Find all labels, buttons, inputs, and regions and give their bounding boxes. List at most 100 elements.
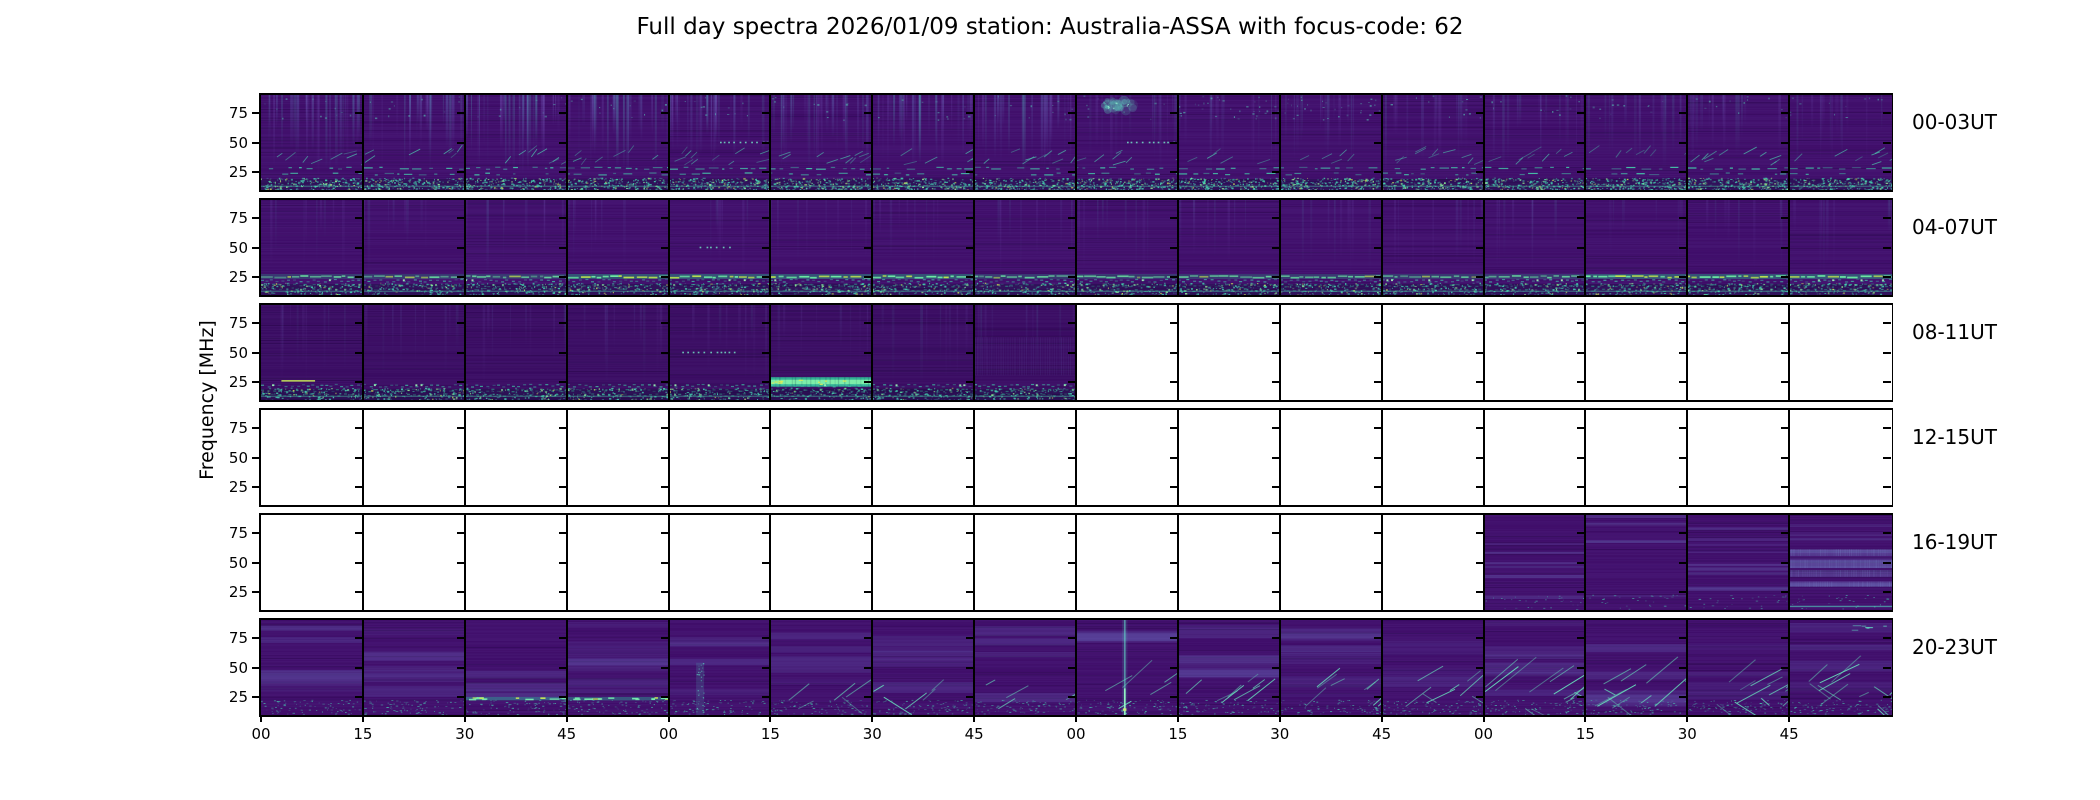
- segment-boundary: [1788, 620, 1791, 715]
- segment-boundary: [973, 410, 976, 505]
- freq-tick-mark: [1679, 171, 1688, 174]
- freq-tick-mark: [1169, 696, 1178, 699]
- segment-boundary: [871, 95, 874, 190]
- freq-tick-mark: [558, 216, 567, 219]
- freq-tick-mark: [1883, 171, 1891, 174]
- x-tick-label: 30: [455, 725, 475, 743]
- spectrogram-canvas: [1585, 95, 1688, 190]
- segment-r4-s9: [1177, 515, 1281, 610]
- x-tick-label: 00: [658, 725, 679, 743]
- freq-tick-mark: [558, 666, 567, 669]
- x-tick-label: 00: [251, 725, 271, 743]
- freq-tick-mark: [456, 561, 465, 564]
- segment-r3-s6: [872, 410, 975, 505]
- segment-boundary: [871, 200, 874, 295]
- freq-tick-mark: [1781, 456, 1790, 459]
- freq-tick-mark: [660, 276, 669, 279]
- freq-tick-mark-outer: [252, 381, 261, 384]
- freq-tick-mark: [558, 171, 567, 174]
- segment-r0-s11: [1381, 95, 1484, 190]
- freq-tick-mark: [966, 171, 975, 174]
- freq-tick-mark-outer: [252, 321, 261, 324]
- freq-tick-mark-outer: [252, 561, 261, 564]
- freq-tick-mark: [660, 171, 669, 174]
- row-time-label: 00-03UT: [1912, 110, 1997, 134]
- segment-r0-s4: [668, 95, 771, 190]
- freq-tick-mark: [1577, 561, 1586, 564]
- segment-r5-s6: [872, 620, 975, 715]
- segment-r2-s13: [1585, 305, 1688, 400]
- freq-tick-mark: [1271, 456, 1280, 459]
- freq-tick-mark: [660, 696, 669, 699]
- row-time-label: 12-15UT: [1912, 425, 1997, 449]
- y-tick-label: 50: [228, 658, 248, 677]
- spectrogram-canvas: [1789, 620, 1892, 715]
- segment-boundary: [463, 620, 466, 715]
- freq-tick-mark: [966, 696, 975, 699]
- spectrogram-canvas: [974, 620, 1077, 715]
- freq-tick-mark: [1679, 636, 1688, 639]
- freq-tick-mark: [660, 486, 669, 489]
- freq-tick-mark-outer: [252, 486, 261, 489]
- freq-tick-mark: [1068, 561, 1076, 564]
- freq-tick-mark: [1577, 321, 1586, 324]
- spectrogram-canvas: [362, 200, 466, 295]
- spectrogram-canvas: [668, 95, 771, 190]
- freq-tick-mark: [1679, 246, 1688, 249]
- freq-tick-mark-outer: [252, 666, 261, 669]
- time-tick-mark: [1278, 717, 1281, 722]
- freq-tick-mark: [1781, 531, 1790, 534]
- freq-tick-mark: [1883, 591, 1891, 594]
- freq-tick-mark: [1475, 321, 1484, 324]
- freq-tick-mark: [1475, 426, 1484, 429]
- freq-tick-mark: [1679, 591, 1688, 594]
- freq-tick-mark: [660, 141, 669, 144]
- spectrogram-canvas: [1381, 200, 1484, 295]
- spectrogram-canvas: [261, 620, 364, 715]
- segment-boundary: [565, 200, 568, 295]
- freq-tick-mark: [1577, 486, 1586, 489]
- freq-tick-mark: [1577, 591, 1586, 594]
- segment-r1-s10: [1279, 200, 1383, 295]
- freq-tick-mark-outer: [252, 171, 261, 174]
- freq-tick-mark: [1883, 276, 1891, 279]
- segment-r3-s10: [1279, 410, 1383, 505]
- segment-boundary: [1176, 410, 1179, 505]
- segment-boundary: [1380, 620, 1383, 715]
- freq-tick-mark: [1271, 276, 1280, 279]
- spectrogram-canvas: [261, 305, 364, 400]
- freq-tick-mark: [966, 561, 975, 564]
- freq-tick-mark: [354, 696, 363, 699]
- freq-tick-mark: [354, 246, 363, 249]
- segment-boundary: [1686, 620, 1689, 715]
- freq-tick-mark: [1577, 426, 1586, 429]
- freq-tick-mark-outer: [252, 351, 261, 354]
- time-tick-mark: [1686, 717, 1689, 722]
- y-tick-label: 25: [228, 268, 248, 287]
- freq-tick-mark: [1475, 381, 1484, 384]
- spectrogram-canvas: [1177, 620, 1281, 715]
- freq-tick-mark: [1475, 276, 1484, 279]
- freq-tick-mark: [966, 381, 975, 384]
- segment-boundary: [1788, 305, 1791, 400]
- x-tick-label: 45: [1372, 725, 1392, 743]
- spectrogram-canvas: [668, 305, 771, 400]
- freq-tick-mark: [558, 636, 567, 639]
- freq-tick-mark: [558, 111, 567, 114]
- segment-boundary: [1584, 305, 1587, 400]
- time-tick-mark: [1380, 717, 1383, 722]
- freq-tick-mark: [558, 351, 567, 354]
- spectrogram-canvas: [1789, 95, 1892, 190]
- freq-tick-mark: [1577, 636, 1586, 639]
- segment-boundary: [1075, 95, 1077, 190]
- freq-tick-mark: [1068, 426, 1076, 429]
- freq-tick-mark-outer: [252, 141, 261, 144]
- freq-tick-mark: [762, 666, 771, 669]
- segment-r4-s2: [464, 515, 568, 610]
- freq-tick-mark: [660, 666, 669, 669]
- spectrogram-row-20-23ut: [259, 618, 1893, 717]
- freq-tick-mark: [354, 666, 363, 669]
- segment-boundary: [1075, 410, 1077, 505]
- segment-r3-s1: [362, 410, 466, 505]
- segment-r2-s2: [464, 305, 568, 400]
